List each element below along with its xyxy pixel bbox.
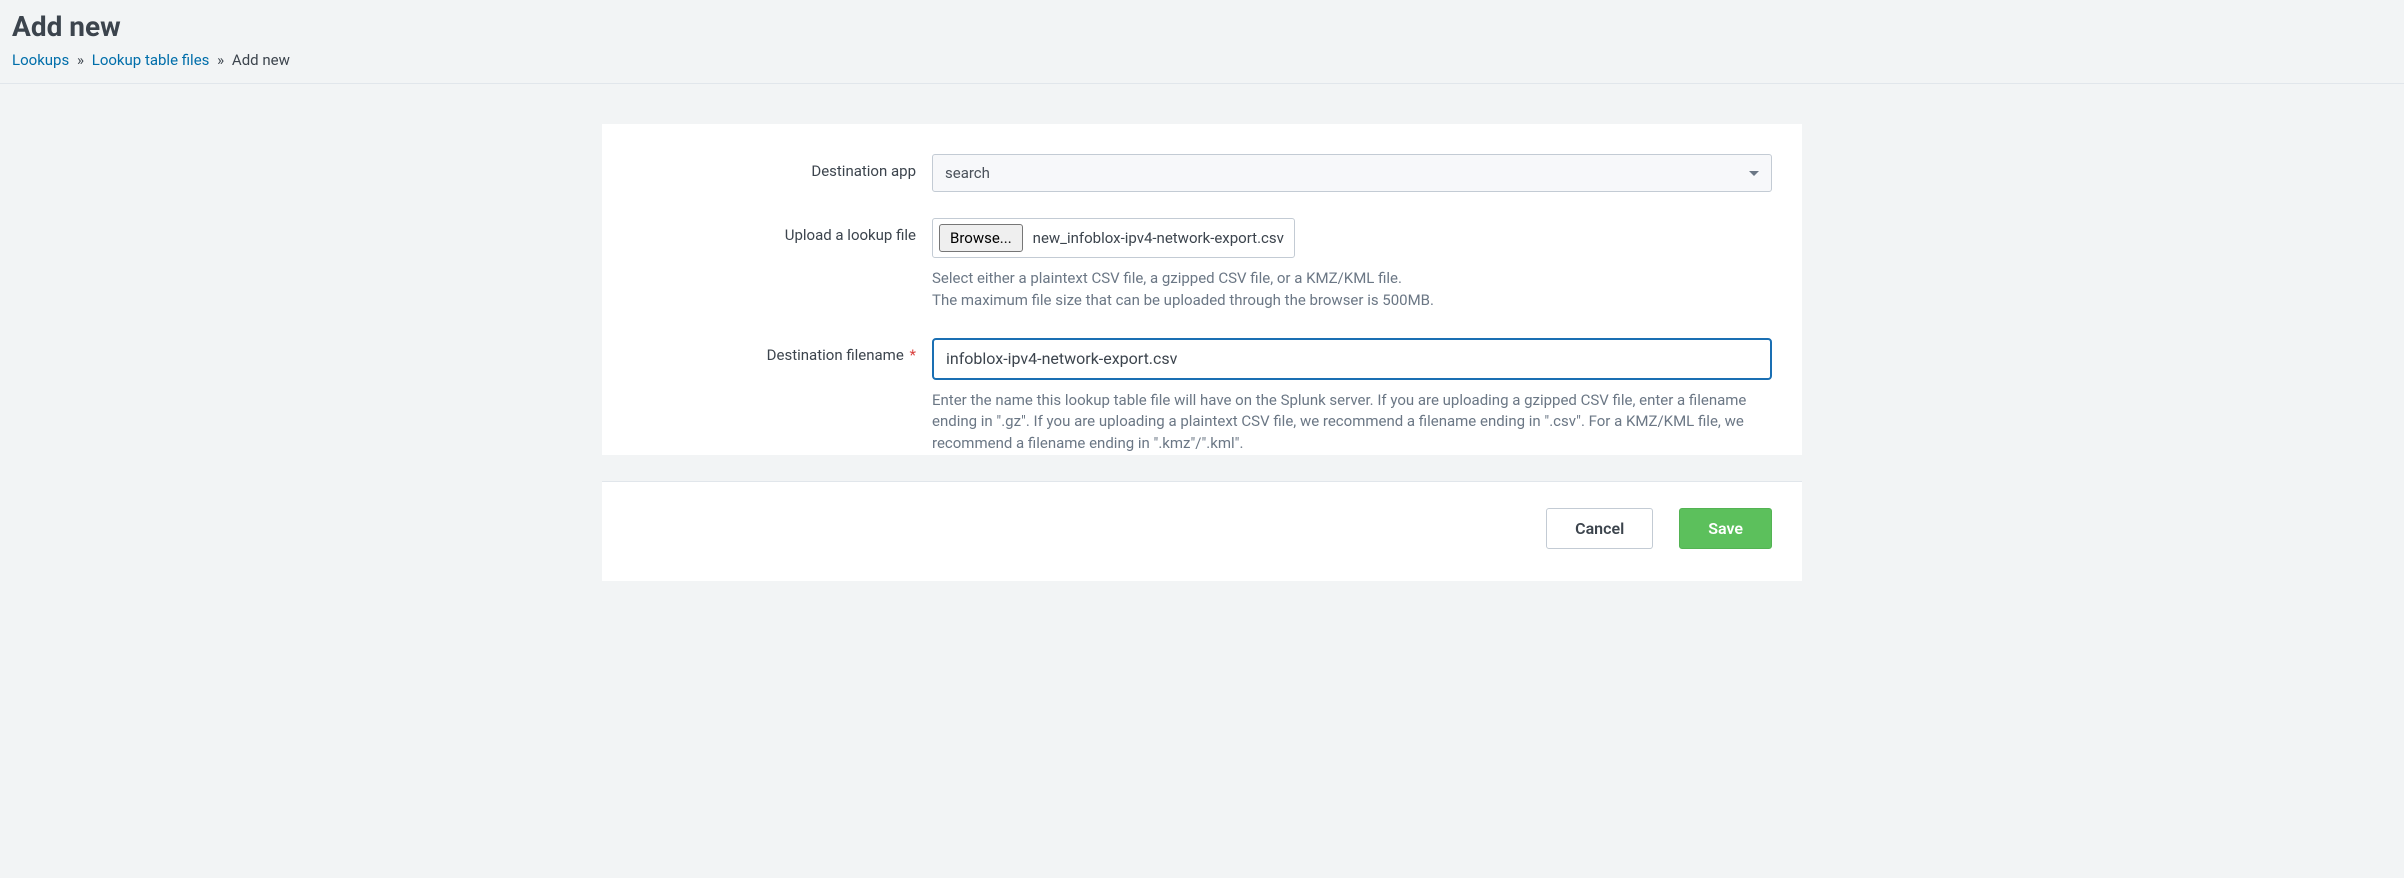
form-row-destination-app: Destination app search — [632, 154, 1772, 192]
breadcrumb-current: Add new — [232, 51, 290, 69]
selected-file-name: new_infoblox-ipv4-network-export.csv — [1033, 229, 1284, 247]
cancel-button[interactable]: Cancel — [1546, 508, 1653, 549]
breadcrumb-separator: » — [217, 51, 224, 69]
upload-help-line1: Select either a plaintext CSV file, a gz… — [932, 268, 1772, 290]
upload-help-line2: The maximum file size that can be upload… — [932, 290, 1772, 312]
page-title: Add new — [12, 10, 2392, 43]
required-mark: * — [910, 346, 916, 364]
breadcrumb-separator: » — [77, 51, 84, 69]
breadcrumb: Lookups » Lookup table files » Add new — [12, 51, 2392, 69]
destination-filename-label-text: Destination filename — [767, 346, 904, 364]
chevron-down-icon — [1749, 171, 1759, 176]
form-row-destination-filename: Destination filename * Enter the name th… — [632, 338, 1772, 455]
page-header: Add new Lookups » Lookup table files » A… — [0, 0, 2404, 84]
breadcrumb-link-lookups[interactable]: Lookups — [12, 51, 69, 69]
breadcrumb-link-lookup-table-files[interactable]: Lookup table files — [92, 51, 210, 69]
content-wrapper: Destination app search Upload a lookup f… — [602, 124, 1802, 581]
destination-filename-label: Destination filename * — [632, 338, 932, 364]
save-button[interactable]: Save — [1679, 508, 1772, 549]
upload-help-text: Select either a plaintext CSV file, a gz… — [932, 268, 1772, 312]
destination-app-label: Destination app — [632, 154, 932, 180]
form-row-upload: Upload a lookup file Browse... new_infob… — [632, 218, 1772, 312]
file-input[interactable]: Browse... new_infoblox-ipv4-network-expo… — [932, 218, 1295, 258]
destination-filename-help: Enter the name this lookup table file wi… — [932, 390, 1772, 455]
button-bar: Cancel Save — [602, 481, 1802, 581]
upload-label: Upload a lookup file — [632, 218, 932, 244]
destination-app-selected-value: search — [945, 164, 990, 182]
destination-filename-input[interactable] — [932, 338, 1772, 380]
browse-button[interactable]: Browse... — [939, 224, 1023, 252]
form-panel: Destination app search Upload a lookup f… — [602, 124, 1802, 455]
destination-app-select[interactable]: search — [932, 154, 1772, 192]
